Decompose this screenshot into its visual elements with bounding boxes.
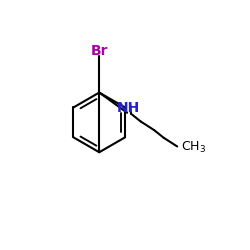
Text: Br: Br [90,44,108,58]
Text: NH: NH [116,101,140,115]
Text: CH$_3$: CH$_3$ [182,140,206,155]
